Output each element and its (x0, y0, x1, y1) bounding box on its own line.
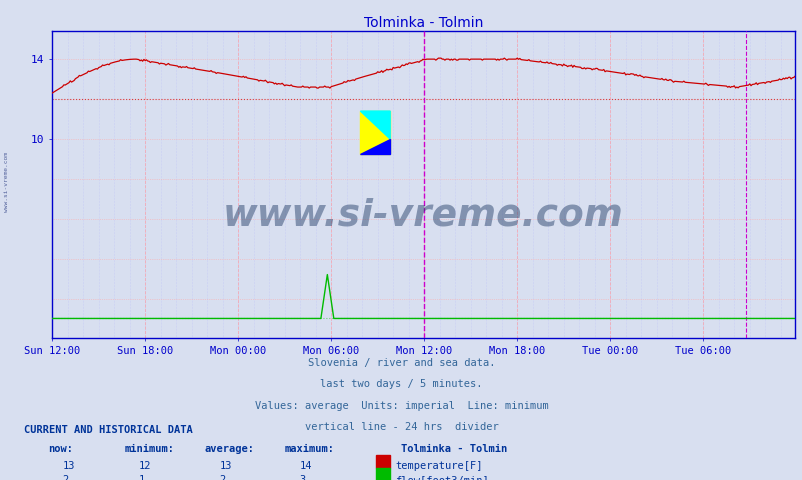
Text: Values: average  Units: imperial  Line: minimum: Values: average Units: imperial Line: mi… (254, 401, 548, 411)
Text: 14: 14 (299, 461, 312, 471)
Text: minimum:: minimum: (124, 444, 174, 454)
Text: 13: 13 (219, 461, 232, 471)
Text: average:: average: (205, 444, 254, 454)
Text: now:: now: (48, 444, 73, 454)
Text: Tolminka - Tolmin: Tolminka - Tolmin (401, 444, 507, 454)
Text: 3: 3 (299, 475, 306, 480)
Text: flow[foot3/min]: flow[foot3/min] (395, 475, 488, 480)
Text: 2: 2 (63, 475, 69, 480)
Text: www.si-vreme.com: www.si-vreme.com (4, 153, 9, 212)
Text: maximum:: maximum: (285, 444, 334, 454)
Text: 13: 13 (63, 461, 75, 471)
Text: last two days / 5 minutes.: last two days / 5 minutes. (320, 379, 482, 389)
Text: temperature[F]: temperature[F] (395, 461, 482, 471)
Polygon shape (360, 111, 390, 139)
Text: vertical line - 24 hrs  divider: vertical line - 24 hrs divider (304, 422, 498, 432)
Text: 12: 12 (139, 461, 152, 471)
Text: 1: 1 (139, 475, 145, 480)
Bar (360, 111, 390, 154)
Text: www.si-vreme.com: www.si-vreme.com (223, 198, 623, 233)
Title: Tolminka - Tolmin: Tolminka - Tolmin (363, 16, 483, 30)
Polygon shape (360, 139, 390, 154)
Text: 2: 2 (219, 475, 225, 480)
Text: Slovenia / river and sea data.: Slovenia / river and sea data. (307, 358, 495, 368)
Text: CURRENT AND HISTORICAL DATA: CURRENT AND HISTORICAL DATA (24, 425, 192, 435)
